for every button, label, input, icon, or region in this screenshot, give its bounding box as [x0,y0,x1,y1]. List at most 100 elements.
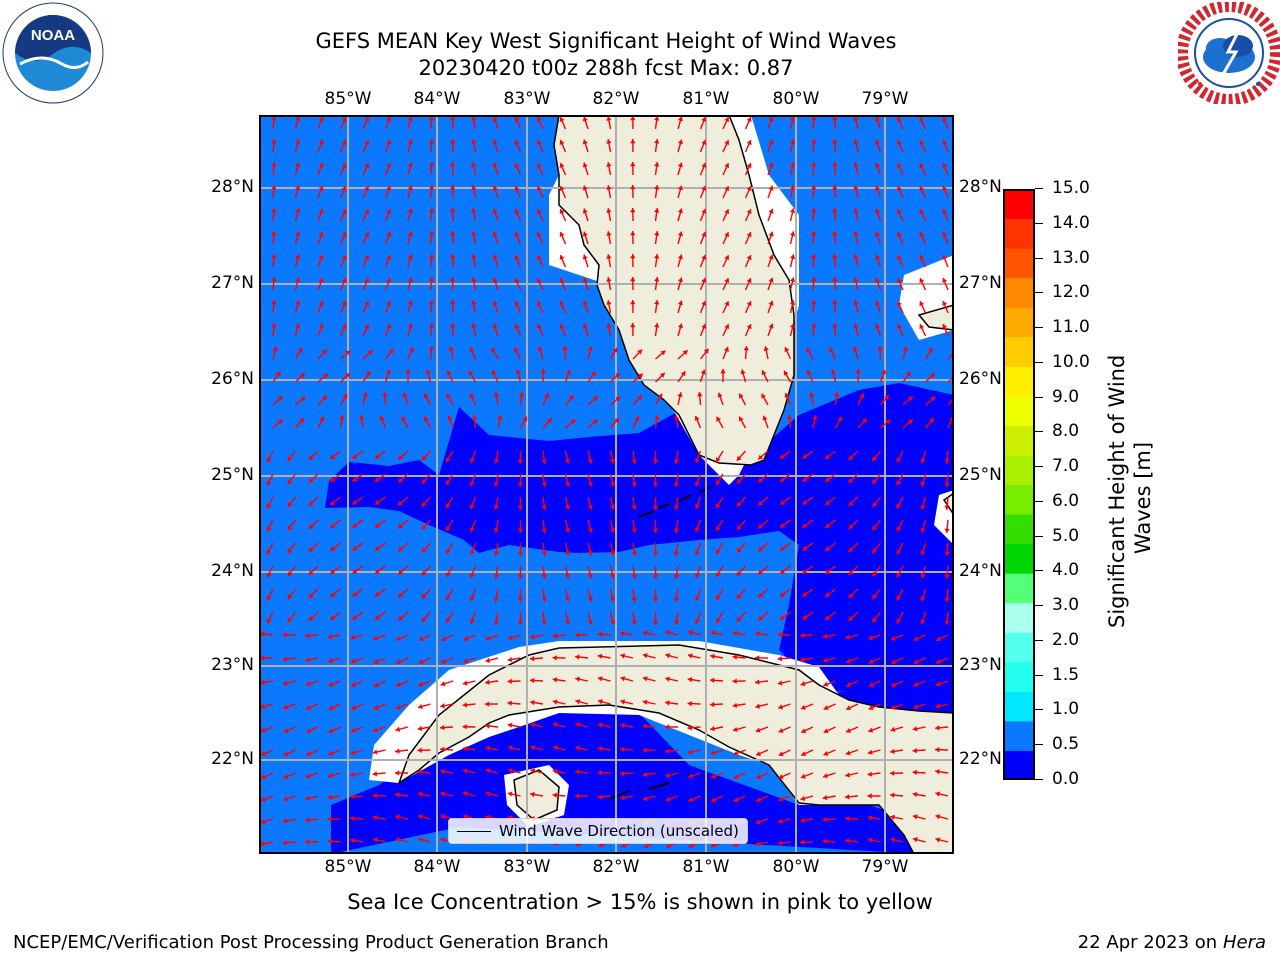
wave-direction-arrow [350,749,364,756]
wave-direction-arrow [740,369,747,383]
wave-direction-arrow [874,254,882,268]
wave-direction-arrow [642,699,656,705]
lat-tick-label: 22°N [211,749,254,769]
wave-direction-arrow [805,347,814,360]
wave-direction-arrow [362,185,370,199]
wave-direction-arrow [350,837,364,844]
wave-direction-arrow [536,254,544,268]
wave-direction-arrow [848,473,859,484]
wave-direction-arrow [305,703,319,710]
wave-direction-arrow [541,565,547,579]
wave-direction-arrow [514,208,522,222]
wave-direction-arrow [530,745,544,751]
wave-direction-arrow [395,814,409,820]
wave-direction-arrow [665,653,679,659]
wave-direction-arrow [824,496,836,506]
lon-tick-label: 85°W [324,857,372,877]
wave-direction-arrow [823,703,836,711]
legend-line-icon [457,830,491,832]
lat-tick-label: 23°N [211,655,254,675]
lon-tick-label: 84°W [413,89,461,109]
wave-direction-arrow [362,349,374,360]
wave-direction-arrow [609,611,616,625]
wave-direction-arrow [789,208,796,222]
map-legend: Wind Wave Direction (unscaled) [448,818,748,844]
wave-direction-arrow [384,162,392,176]
wave-direction-arrow [287,565,297,577]
wave-direction-arrow [935,680,949,687]
wave-direction-arrow [417,747,431,753]
wave-direction-arrow [462,746,476,752]
wave-direction-arrow [552,633,566,639]
wave-direction-arrow [848,588,859,599]
wave-direction-arrow [722,208,730,222]
wave-direction-arrow [462,680,476,686]
wave-direction-arrow [736,450,747,462]
wave-direction-arrow [515,369,522,383]
wave-direction-arrow [552,745,566,751]
wave-direction-arrow [824,519,836,529]
wave-direction-arrow [362,323,370,337]
wave-direction-arrow [736,519,747,531]
wave-direction-arrow [350,772,364,778]
wave-direction-arrow [266,450,274,463]
graticule [259,115,954,854]
wave-direction-arrow [448,346,454,360]
wave-direction-arrow [699,277,707,291]
wave-direction-arrow [582,323,589,337]
colorbar-tick-mark [1035,396,1043,398]
wave-direction-arrow [665,700,679,706]
wave-direction-arrow [552,699,566,705]
wave-direction-arrow [272,418,284,429]
wave-direction-arrow [541,588,547,602]
wave-direction-arrow [575,722,589,728]
wave-direction-arrow [889,770,904,776]
wave-direction-arrow [736,473,747,485]
wave-direction-arrow [642,676,656,682]
wave-direction-arrow [395,634,409,641]
wave-direction-arrow [374,473,386,483]
lat-tick-label: 24°N [211,561,254,581]
wave-direction-arrow [757,542,769,553]
wave-direction-arrow [395,837,409,843]
wave-direction-arrow [493,588,500,602]
wave-direction-arrow [652,611,659,626]
wave-direction-arrow [687,725,701,731]
wave-direction-arrow [783,370,792,383]
wave-direction-arrow [405,368,411,383]
wave-direction-arrow [620,653,634,659]
wave-direction-arrow [800,749,814,757]
wave-direction-arrow [350,726,364,733]
wave-direction-arrow [824,473,836,483]
wave-direction-arrow [848,542,859,553]
wave-direction-arrow [308,542,319,553]
wave-direction-arrow [896,565,904,578]
wave-direction-arrow [801,450,814,460]
wave-direction-arrow [832,276,838,291]
wave-direction-arrow [564,611,571,625]
wave-direction-arrow [789,277,796,291]
wave-direction-arrow [407,346,414,360]
wave-direction-arrow [874,116,882,130]
wave-direction-arrow [677,323,684,337]
wave-direction-arrow [329,450,341,460]
wave-direction-arrow [294,185,301,199]
wave-direction-arrow [597,770,611,776]
lat-tick-label: 24°N [959,561,1002,581]
wave-direction-arrow [374,565,386,575]
wave-direction-arrow [845,749,859,756]
wave-direction-arrow [654,139,660,153]
wave-direction-arrow [469,611,477,625]
wave-direction-arrow [824,542,836,552]
wave-direction-arrow [896,116,904,130]
wave-direction-arrow [507,791,521,797]
wave-direction-arrow [529,655,544,662]
wave-direction-arrow [824,450,836,460]
wave-direction-arrow [407,185,413,199]
wave-direction-arrow [492,162,499,176]
wave-direction-arrow [710,630,724,636]
wave-direction-arrow [421,473,432,485]
wave-direction-arrow [283,703,296,710]
wave-direction-arrow [755,772,769,780]
wave-direction-arrow [305,726,319,734]
